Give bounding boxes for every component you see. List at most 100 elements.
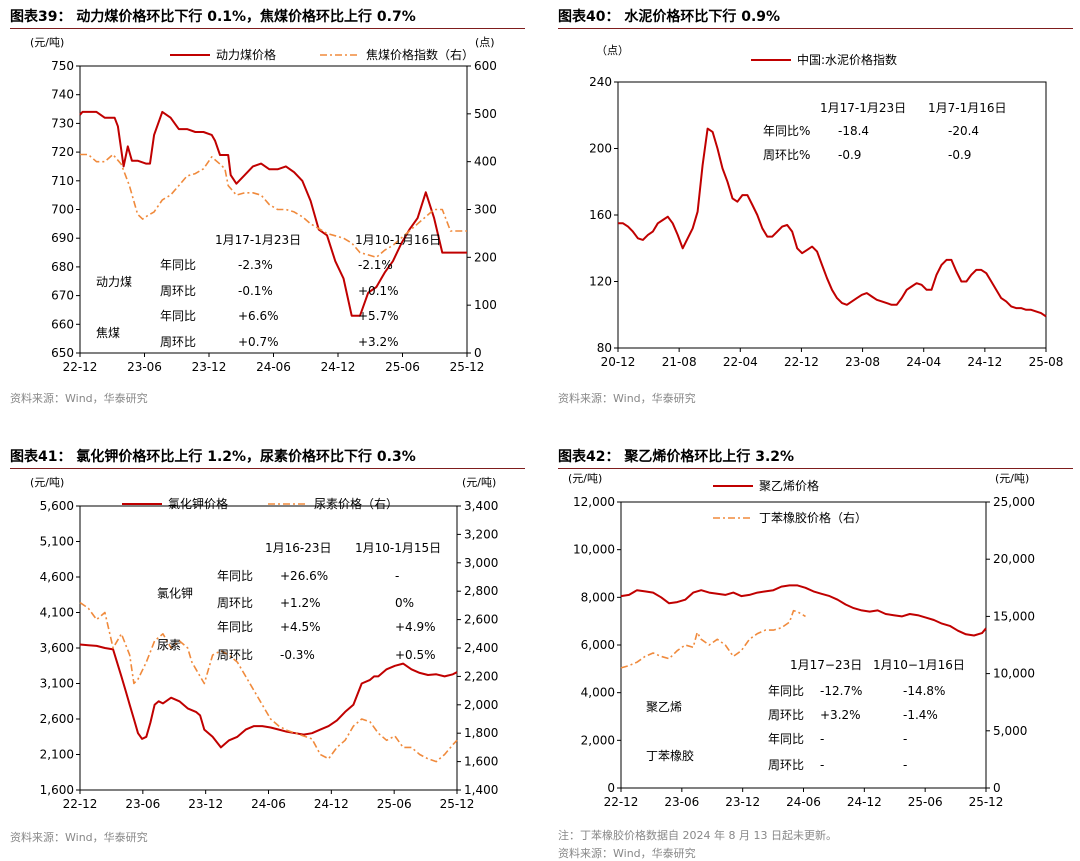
x-tick-label: 25-08 — [1029, 355, 1064, 369]
x-tick-label: 24-04 — [906, 355, 941, 369]
title-rule — [10, 468, 525, 469]
y-right-tick-label: 3,000 — [464, 556, 498, 570]
coal-chart: 650 660 670 680 690 700 710 720 730 740 750 0 100 200… — [30, 36, 497, 374]
panel-title: 图表41： 氯化钾价格环比上行 1.2%，尿素价格环比下行 0.3% — [10, 449, 416, 465]
annotation-value: - — [903, 758, 907, 772]
annotation-metric: 年同比% — [763, 124, 810, 138]
annotation-value: +6.6% — [238, 309, 279, 323]
annotation-metric: 年同比 — [217, 620, 253, 634]
annotation-value: -12.7% — [820, 684, 862, 698]
y-right-tick-label: 3,200 — [464, 527, 498, 541]
series-line-0 — [79, 110, 467, 317]
y-left-tick-label: 10,000 — [573, 543, 615, 557]
annotation-value: - — [903, 732, 907, 746]
annotation-metric: 年同比 — [160, 309, 196, 323]
annotation-value: -0.9 — [838, 148, 861, 162]
y-left-unit: (元/吨) — [30, 476, 64, 489]
x-tick-label: 21-08 — [662, 355, 697, 369]
series-line-0 — [620, 584, 987, 637]
y-left-tick-label: 740 — [51, 88, 74, 102]
annotation-period: 1月7-1月16日 — [928, 101, 1007, 115]
y-right-tick-label: 100 — [474, 298, 497, 312]
x-tick-label: 23-06 — [125, 797, 160, 811]
plot-frame — [617, 81, 1047, 349]
y-left-tick-label: 2,600 — [40, 712, 74, 726]
y-right-tick-label: 25,000 — [993, 495, 1035, 509]
y-left-tick-label: 80 — [597, 341, 612, 355]
annotation-value: - — [395, 569, 399, 583]
x-tick-label: 23-08 — [845, 355, 880, 369]
title-rule — [558, 468, 1073, 469]
legend-label: 焦煤价格指数（右） — [366, 47, 474, 62]
x-tick-label: 23-12 — [188, 797, 223, 811]
y-left-tick-label: 730 — [51, 116, 74, 130]
annotation-value: -2.1% — [358, 258, 393, 272]
annotation-value: +4.9% — [395, 620, 436, 634]
legend-label: 尿素价格（右） — [314, 496, 398, 511]
annotation-value: - — [820, 732, 824, 746]
y-right-tick-label: 600 — [474, 59, 497, 73]
series-line-1 — [79, 601, 458, 763]
y-left-tick-label: 5,100 — [40, 535, 74, 549]
y-left-tick-label: 160 — [589, 208, 612, 222]
source-note: 资料来源：Wind，华泰研究 — [558, 392, 696, 405]
x-tick-label: 24-12 — [321, 360, 356, 374]
x-tick-label: 25-12 — [450, 360, 485, 374]
annotation-metric: 年同比 — [160, 258, 196, 272]
annotation-value: -0.1% — [238, 284, 273, 298]
annotation-value: +3.2% — [358, 335, 399, 349]
annotation-metric: 年同比 — [768, 732, 804, 746]
annotation-period: 1月17−23日 — [790, 658, 862, 672]
annotation-metric: 周环比 — [160, 335, 196, 349]
y-left-tick-label: 2,100 — [40, 748, 74, 762]
y-right-tick-label: 5,000 — [993, 724, 1027, 738]
annotation-value: -14.8% — [903, 684, 945, 698]
chart-footnote: 注：丁苯橡胶价格数据自 2024 年 8 月 13 日起未更新。 — [558, 829, 837, 842]
annotation-metric: 周环比 — [217, 648, 253, 662]
x-tick-label: 25-06 — [385, 360, 420, 374]
chart-panel-fertilizer: 图表41： 氯化钾价格环比上行 1.2%，尿素价格环比下行 0.3% 1,600… — [10, 440, 530, 860]
y-right-tick-label: 2,800 — [464, 584, 498, 598]
panel-title: 图表40： 水泥价格环比下行 0.9% — [558, 9, 781, 25]
legend-label: 中国:水泥价格指数 — [797, 52, 897, 67]
y-left-tick-label: 690 — [51, 231, 74, 245]
annotation-value: +0.7% — [238, 335, 279, 349]
y-right-tick-label: 400 — [474, 155, 497, 169]
y-left-tick-label: 1,600 — [40, 783, 74, 797]
annotation-value: +0.1% — [358, 284, 399, 298]
annotation-group: 聚乙烯 — [646, 700, 682, 714]
y-left-tick-label: 4,600 — [40, 570, 74, 584]
y-right-tick-label: 20,000 — [993, 552, 1035, 566]
y-left-tick-label: 200 — [589, 142, 612, 156]
annotation-value: +26.6% — [280, 569, 328, 583]
y-right-tick-label: 2,400 — [464, 641, 498, 655]
polyethylene-chart: 0 2,000 4,000 6,000 8,000 10,000 12,000 0 5,000 1… — [568, 472, 1035, 809]
annotation-metric: 周环比 — [768, 758, 804, 772]
chart-panel-polyethylene: 图表42： 聚乙烯价格环比上行 3.2% 0 2,000 4,000 6,000 8,0… — [558, 440, 1078, 860]
y-right-tick-label: 2,200 — [464, 669, 498, 683]
annotation-group: 氯化钾 — [157, 587, 193, 601]
y-left-tick-label: 750 — [51, 59, 74, 73]
y-right-unit: (元/吨) — [995, 472, 1029, 485]
x-tick-label: 24-12 — [967, 355, 1002, 369]
x-tick-label: 23-06 — [127, 360, 162, 374]
y-right-tick-label: 0 — [474, 346, 482, 360]
y-left-tick-label: 680 — [51, 260, 74, 274]
legend-label: 氯化钾价格 — [168, 496, 228, 511]
x-tick-label: 22-04 — [723, 355, 758, 369]
y-right-tick-label: 2,000 — [464, 698, 498, 712]
legend-label: 动力煤价格 — [216, 47, 276, 62]
x-tick-label: 25-12 — [440, 797, 475, 811]
annotation-metric: 年同比 — [768, 684, 804, 698]
annotation-metric: 周环比% — [763, 148, 810, 162]
chart-panel-cement: 图表40： 水泥价格环比下行 0.9% 80 120 160 200 240 20-12 2… — [558, 0, 1078, 420]
x-tick-label: 25-06 — [377, 797, 412, 811]
x-tick-label: 24-06 — [256, 360, 291, 374]
annotation-metric: 周环比 — [160, 284, 196, 298]
annotation-value: -20.4 — [948, 124, 979, 138]
annotation-period: 1月16-23日 — [265, 541, 332, 555]
y-left-tick-label: 240 — [589, 75, 612, 89]
x-tick-label: 24-06 — [251, 797, 286, 811]
panel-title: 图表42： 聚乙烯价格环比上行 3.2% — [558, 449, 795, 465]
y-right-tick-label: 1,800 — [464, 726, 498, 740]
